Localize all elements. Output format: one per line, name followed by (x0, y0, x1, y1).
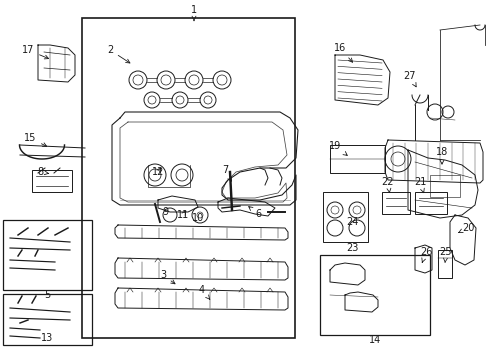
Text: 2: 2 (107, 45, 130, 63)
Text: 12: 12 (151, 167, 164, 177)
Text: 21: 21 (413, 177, 426, 193)
Text: 13: 13 (41, 333, 53, 343)
Bar (32, 170, 72, 192)
Text: 22: 22 (381, 177, 393, 193)
Bar (323, 192, 367, 242)
Text: 10: 10 (191, 213, 203, 223)
Text: 20: 20 (458, 223, 473, 233)
Text: 1: 1 (190, 5, 197, 21)
Text: 15: 15 (24, 133, 46, 147)
Text: 9: 9 (162, 207, 168, 217)
Text: 26: 26 (419, 247, 431, 262)
Text: 8: 8 (37, 167, 49, 177)
Text: 27: 27 (403, 71, 415, 87)
Text: 5: 5 (44, 290, 50, 300)
Bar (414, 192, 446, 214)
Text: 7: 7 (222, 165, 231, 181)
Text: 14: 14 (368, 335, 380, 345)
Bar (329, 145, 384, 173)
Bar (319, 255, 429, 335)
Text: 4: 4 (199, 285, 209, 299)
Text: 17: 17 (22, 45, 48, 59)
Bar (381, 192, 409, 214)
Text: 24: 24 (345, 217, 357, 227)
Text: 25: 25 (439, 247, 451, 262)
Bar (3, 294, 92, 345)
Bar (429, 175, 459, 197)
Bar (437, 250, 451, 278)
Text: 19: 19 (328, 141, 346, 156)
Text: 18: 18 (435, 147, 447, 164)
Text: 6: 6 (248, 207, 261, 219)
Bar (3, 220, 92, 290)
Text: 23: 23 (345, 243, 357, 253)
Text: 3: 3 (160, 270, 175, 284)
Bar (82, 18, 294, 338)
Text: 16: 16 (333, 43, 352, 62)
Text: 11: 11 (177, 210, 189, 220)
